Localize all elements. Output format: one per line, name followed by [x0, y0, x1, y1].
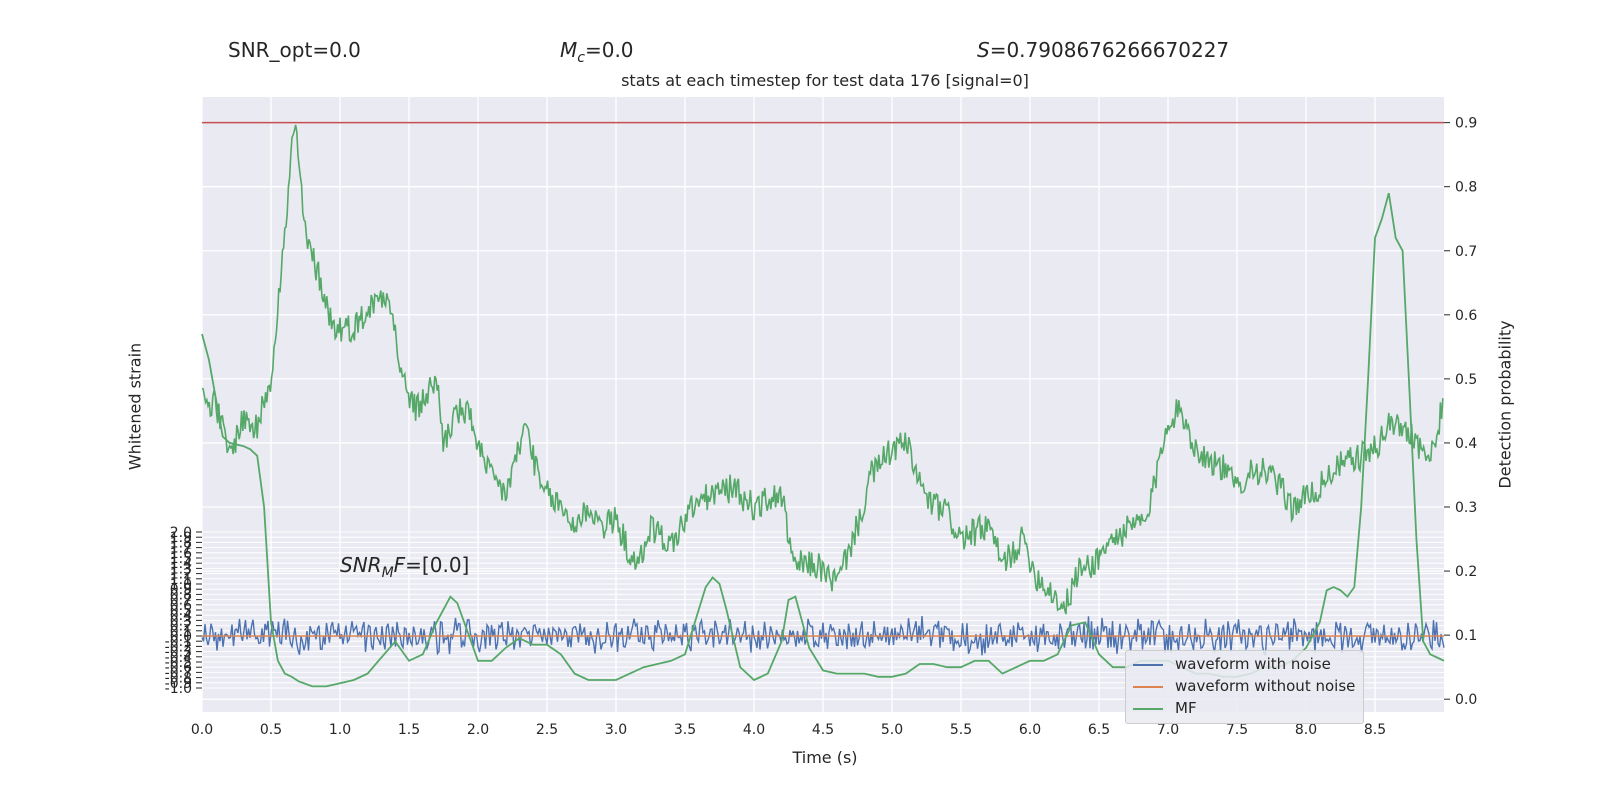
x-tick-label: 6.0 [1019, 722, 1041, 738]
x-tick-label: 4.0 [743, 722, 765, 738]
x-tick-label: 2.0 [467, 722, 489, 738]
left-y-tick-label: 0.5 [170, 603, 192, 619]
right-y-tick-label: 0.6 [1455, 308, 1477, 324]
x-tick-label: 3.0 [605, 722, 627, 738]
left-y-tick-label: -0.1 [165, 634, 192, 650]
left-y-tick-label: 0.2 [170, 619, 192, 635]
left-y-tick-label: 0.8 [170, 587, 192, 603]
chart-title: stats at each timestep for test data 176… [621, 71, 1029, 90]
x-tick-label: 0.5 [260, 722, 282, 738]
left-y-tick-labels: 2.01.91.81.71.61.51.41.31.21.11.00.90.80… [165, 525, 202, 697]
x-tick-label: 1.0 [329, 722, 351, 738]
x-axis-label: Time (s) [792, 748, 858, 767]
left-y-tick-label: 1.4 [170, 556, 192, 572]
left-y-tick-label: 1.8 [170, 535, 192, 551]
legend-swatch-clean [1133, 686, 1163, 688]
left-y-tick-label: 1.2 [170, 567, 192, 583]
right-y-tick-label: 0.8 [1455, 180, 1477, 196]
right-y-tick-labels: 0.0 0.1 0.2 0.3 0.4 0.5 0.6 0.7 0.8 0.9 [1444, 116, 1477, 708]
x-tick-label: 3.5 [674, 722, 696, 738]
left-y-tick-label: 0.4 [170, 608, 192, 624]
x-tick-label: 4.5 [812, 722, 834, 738]
left-y-tick-label: 0.3 [170, 613, 192, 629]
left-y-tick-label: -0.2 [165, 639, 192, 655]
left-y-tick-label: 0.7 [170, 593, 192, 609]
left-y-tick-label: 0.6 [170, 598, 192, 614]
x-tick-label: 5.0 [881, 722, 903, 738]
x-tick-label: 6.5 [1088, 722, 1110, 738]
noise-waveform-line [201, 615, 1445, 656]
left-y-tick-label: -0.3 [165, 645, 192, 661]
left-y-tick-label: 0.9 [170, 582, 192, 598]
x-tick-label: 2.5 [536, 722, 558, 738]
left-y-tick-label: 0.0 [170, 629, 192, 645]
snr-mf-annotation: SNRMF=[0.0] [340, 553, 470, 581]
legend-swatch-mf [1133, 708, 1163, 710]
left-y-tick-label: -0.6 [165, 660, 192, 676]
right-y-tick-label: 0.4 [1455, 436, 1477, 452]
left-y-tick-label: -0.8 [165, 671, 192, 687]
left-y-tick-label: -1.0 [165, 681, 192, 697]
left-y-tick-label: 1.5 [170, 551, 192, 567]
legend: waveform with noise waveform without noi… [1125, 650, 1364, 724]
legend-swatch-noise [1133, 664, 1163, 666]
left-y-tick-label: -0.5 [165, 655, 192, 671]
right-y-tick-label: 0.3 [1455, 500, 1477, 516]
mf-line [201, 192, 1445, 688]
right-y-tick-label: 0.7 [1455, 244, 1477, 260]
x-tick-label: 8.0 [1295, 722, 1317, 738]
series-group [201, 121, 1445, 688]
left-y-tick-label: 1.1 [170, 572, 192, 588]
left-y-tick-label: 1.3 [170, 561, 192, 577]
left-y-tick-label: 2.0 [170, 525, 192, 541]
left-y-axis-label: Whitened strain [125, 342, 145, 471]
detection-probability-line [201, 124, 1444, 615]
snr-opt-label: SNR_opt=0.0 [228, 38, 361, 62]
left-y-tick-label: -0.4 [165, 650, 192, 666]
right-y-tick-label: 0.0 [1455, 692, 1477, 708]
legend-label-noise: waveform with noise [1175, 655, 1331, 673]
right-y-tick-label: 0.5 [1455, 372, 1477, 388]
legend-label-mf: MF [1175, 699, 1197, 717]
left-y-tick-label: 1.6 [170, 546, 192, 562]
left-y-tick-label: 1.7 [170, 541, 192, 557]
x-tick-label: 7.5 [1226, 722, 1248, 738]
left-y-tick-label: 0.1 [170, 624, 192, 640]
left-y-tick-label: -0.9 [165, 676, 192, 692]
left-y-tick-label: -0.7 [165, 665, 192, 681]
left-y-tick-label: 1.9 [170, 530, 192, 546]
x-tick-labels: 0.0 0.5 1.0 1.5 2.0 2.5 3.0 3.5 4.0 4.5 5.0 5.5 6.0 6… [191, 722, 1386, 738]
x-tick-label: 8.5 [1364, 722, 1386, 738]
right-y-tick-label: 0.1 [1455, 628, 1477, 644]
right-y-tick-label: 0.2 [1455, 564, 1477, 580]
chirp-mass-label: Mc=0.0 [560, 38, 634, 66]
x-tick-label: 7.0 [1157, 722, 1179, 738]
legend-label-clean: waveform without noise [1175, 677, 1356, 695]
left-y-tick-label: 1.0 [170, 577, 192, 593]
statistic-s-label: S=0.7908676266670227 [977, 38, 1230, 62]
x-tick-label: 0.0 [191, 722, 213, 738]
x-tick-label: 1.5 [398, 722, 420, 738]
right-y-axis-label: Detection probability [1495, 320, 1515, 489]
x-tick-label: 5.5 [950, 722, 972, 738]
right-y-tick-label: 0.9 [1455, 116, 1477, 132]
